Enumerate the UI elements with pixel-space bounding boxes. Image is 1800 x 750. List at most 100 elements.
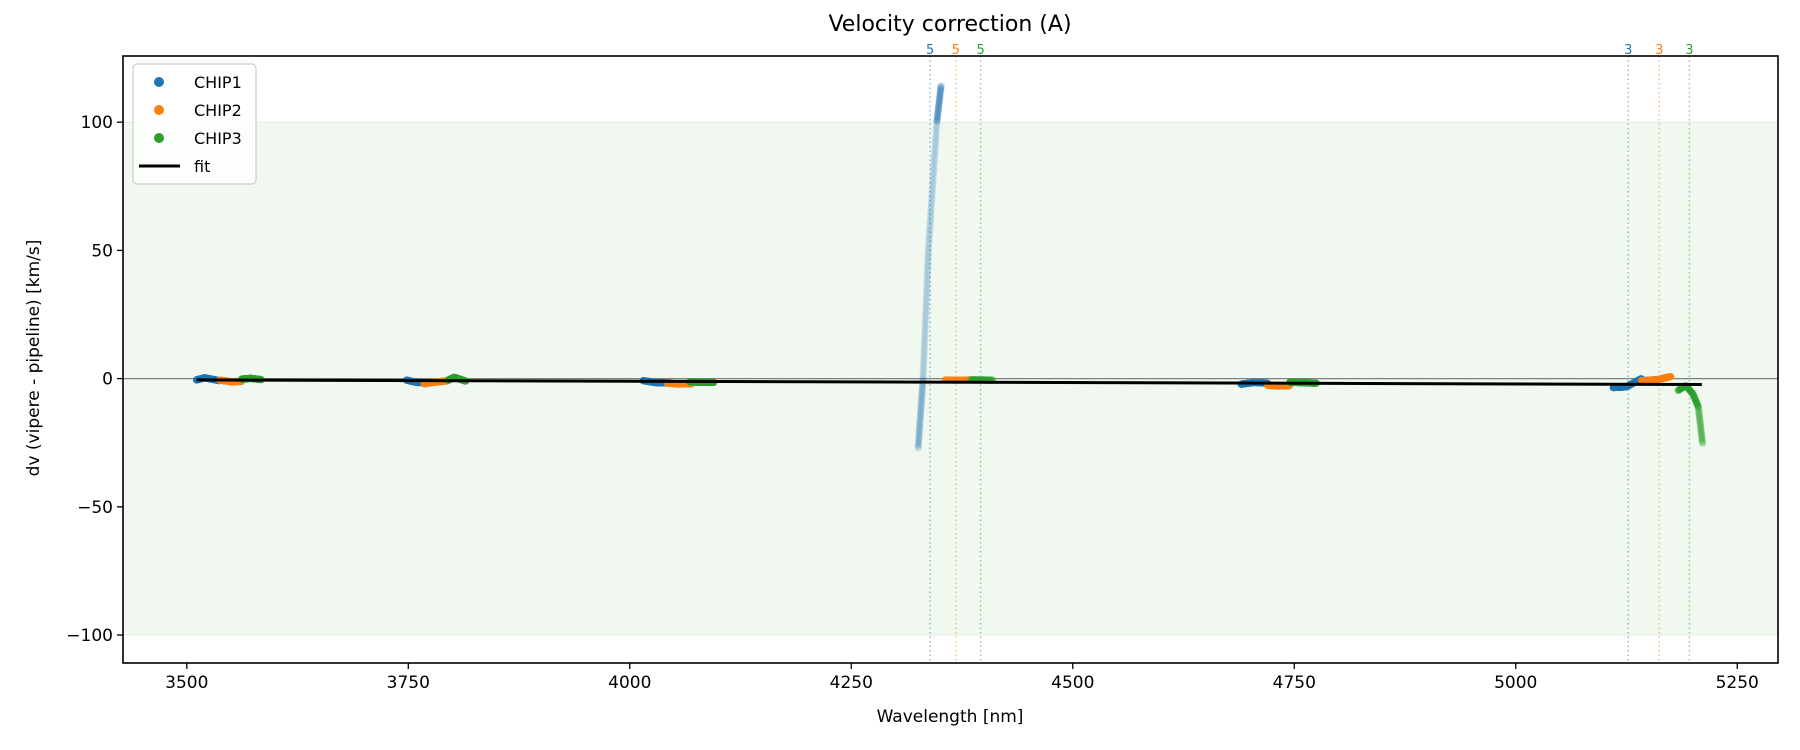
data-point-chip1 bbox=[926, 224, 934, 232]
data-point-chip1 bbox=[934, 112, 942, 120]
data-point-chip3 bbox=[1674, 387, 1682, 395]
data-point-chip3 bbox=[1697, 428, 1705, 436]
data-point-chip1 bbox=[922, 294, 931, 303]
data-point-chip1 bbox=[929, 169, 938, 178]
data-point-chip1 bbox=[936, 91, 944, 99]
y-tick-label: −100 bbox=[66, 626, 113, 646]
data-point-chip3 bbox=[1693, 401, 1702, 409]
x-axis-label: Wavelength [nm] bbox=[877, 707, 1024, 727]
data-point-chip1 bbox=[928, 195, 936, 203]
y-tick-label: 100 bbox=[81, 113, 113, 133]
data-point-chip3 bbox=[1691, 394, 1699, 402]
data-point-chip1 bbox=[932, 125, 941, 133]
data-point-chip3 bbox=[1689, 390, 1697, 398]
data-point-chip1 bbox=[920, 349, 928, 357]
data-point-chip1 bbox=[935, 96, 944, 104]
data-point-chip3 bbox=[1691, 395, 1699, 403]
data-point-chip1 bbox=[922, 307, 930, 315]
data-point-chip1 bbox=[936, 87, 945, 95]
data-point-chip3 bbox=[1695, 412, 1703, 420]
data-point-chip1 bbox=[936, 94, 944, 102]
data-point-chip1 bbox=[933, 116, 941, 124]
data-point-chip1 bbox=[933, 115, 941, 123]
data-point-chip1 bbox=[927, 211, 935, 219]
data-point-chip3 bbox=[1675, 386, 1683, 394]
data-point-chip3 bbox=[1693, 401, 1701, 409]
data-point-chip3 bbox=[1676, 385, 1684, 393]
y-tick-label: 0 bbox=[102, 370, 113, 390]
data-point-chip1 bbox=[929, 176, 937, 184]
data-point-chip3 bbox=[1675, 386, 1684, 394]
data-point-chip3 bbox=[1698, 437, 1706, 445]
legend: CHIP1 CHIP2 CHIP3 fit bbox=[132, 63, 257, 185]
data-point-chip3 bbox=[1694, 402, 1702, 410]
axes-frame bbox=[122, 55, 1779, 664]
data-point-chip1 bbox=[931, 141, 940, 149]
data-point-chip1 bbox=[918, 392, 926, 400]
data-point-chip3 bbox=[1696, 422, 1705, 430]
data-point-chip1 bbox=[935, 97, 944, 105]
data-point-chip1 bbox=[925, 230, 934, 238]
order-marker-label: 5 bbox=[976, 43, 984, 58]
order-marker-label: 3 bbox=[1624, 43, 1632, 58]
data-point-chip1 bbox=[933, 117, 941, 125]
data-point-chip3 bbox=[1696, 419, 1704, 427]
data-point-chip1 bbox=[914, 442, 922, 450]
data-point-chip1 bbox=[918, 381, 927, 390]
data-point-chip3 bbox=[1685, 385, 1693, 393]
data-point-chip1 bbox=[928, 185, 937, 194]
data-point-chip3 bbox=[1686, 387, 1694, 395]
data-point-chip1 bbox=[935, 100, 943, 108]
data-point-chip1 bbox=[934, 104, 943, 112]
data-point-chip1 bbox=[923, 275, 931, 283]
data-point-chip1 bbox=[925, 234, 933, 242]
chart-title: Velocity correction (A) bbox=[828, 12, 1071, 37]
data-point-chip1 bbox=[916, 418, 924, 426]
plot-area: 5 5 5 3 3 3 3500 3750 4000 4250 4500 4750 5000 5250 −1… bbox=[66, 43, 1779, 693]
data-point-chip3 bbox=[1687, 387, 1695, 395]
data-point-chip1 bbox=[915, 432, 923, 440]
x-tick-label: 5250 bbox=[1716, 673, 1759, 693]
data-point-chip1 bbox=[918, 394, 926, 402]
data-point-chip1 bbox=[927, 208, 935, 216]
data-point-chip1 bbox=[915, 428, 923, 436]
data-point-chip1 bbox=[924, 259, 932, 267]
legend-label: CHIP1 bbox=[194, 73, 242, 92]
data-point-chip3 bbox=[1676, 385, 1684, 393]
data-point-chip1 bbox=[937, 82, 945, 90]
data-point-chip1 bbox=[920, 339, 929, 347]
data-point-chip3 bbox=[1675, 386, 1683, 394]
legend-box bbox=[132, 63, 257, 185]
data-point-chip1 bbox=[935, 98, 943, 107]
data-point-chip3 bbox=[1677, 385, 1685, 393]
data-point-chip3 bbox=[1698, 431, 1706, 439]
data-point-chip3 bbox=[1696, 420, 1704, 428]
data-point-chip3 bbox=[1695, 409, 1703, 417]
data-point-chip1 bbox=[924, 256, 932, 264]
data-point-chip3 bbox=[1698, 436, 1706, 444]
data-point-chip3 bbox=[1695, 413, 1704, 421]
data-point-chip3 bbox=[1691, 394, 1699, 403]
data-point-chip1 bbox=[931, 150, 939, 158]
data-point-chip3 bbox=[1687, 388, 1695, 396]
data-point-chip1 bbox=[919, 375, 927, 383]
fit-line bbox=[196, 378, 1702, 387]
data-point-chip1 bbox=[925, 243, 933, 251]
data-point-chip1 bbox=[934, 110, 942, 118]
data-point-chip3 bbox=[1691, 396, 1700, 404]
data-point-chip1 bbox=[916, 411, 925, 419]
data-point-chip3 bbox=[1698, 438, 1706, 446]
data-point-chip1 bbox=[916, 421, 924, 429]
data-point-chip1 bbox=[936, 88, 944, 96]
data-point-chip1 bbox=[917, 399, 925, 407]
data-point-chip1 bbox=[922, 304, 930, 312]
data-point-chip1 bbox=[921, 330, 929, 338]
data-point-chip3 bbox=[1678, 384, 1686, 392]
data-point-chip3 bbox=[1690, 394, 1699, 402]
data-point-chip1 bbox=[931, 147, 939, 155]
data-point-chip1 bbox=[916, 420, 924, 428]
data-point-chip1 bbox=[915, 435, 923, 443]
data-point-chip3 bbox=[1697, 424, 1705, 433]
data-point-chip1 bbox=[922, 298, 930, 306]
